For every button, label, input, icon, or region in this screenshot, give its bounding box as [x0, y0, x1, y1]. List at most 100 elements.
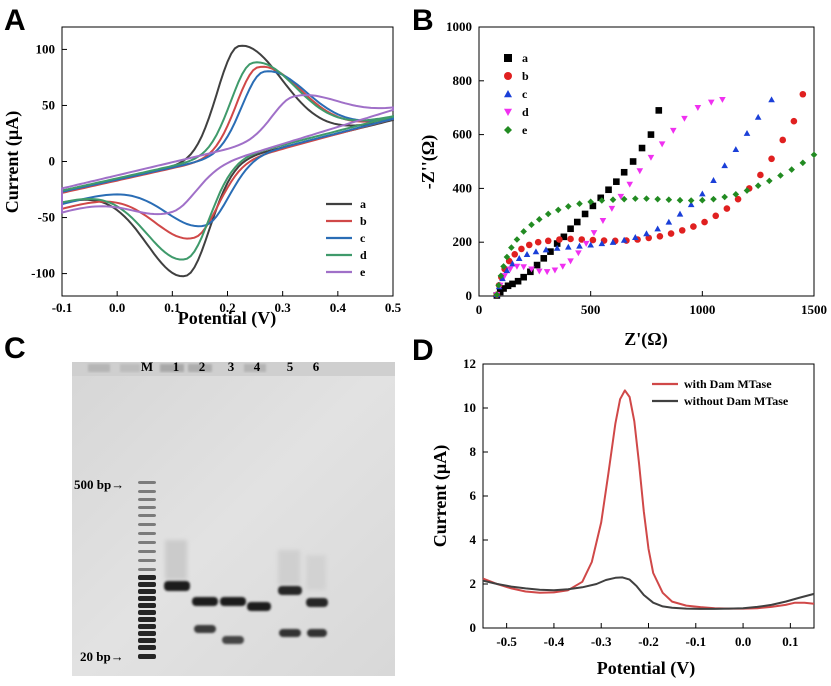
cv-legend-label-e: e [360, 265, 366, 279]
eis-point-c [499, 275, 506, 282]
cv-x-tick-label: 0.5 [385, 300, 402, 315]
gel-lane-label-1: 1 [173, 359, 180, 374]
eis-point-c [565, 243, 572, 250]
gel-lane-label-3: 3 [228, 359, 235, 374]
eis-point-d [599, 218, 607, 224]
eis-point-c [743, 129, 751, 136]
eis-point-a [647, 131, 655, 138]
dpv-y-tick-label: 8 [470, 444, 477, 459]
cv-x-tick-label: -0.1 [52, 300, 73, 315]
eis-point-e [654, 195, 661, 203]
gel-band-lane2-lower [194, 625, 216, 633]
eis-points [493, 90, 818, 299]
eis-point-d [719, 96, 726, 103]
eis-point-d [520, 264, 527, 271]
eis-point-d [670, 127, 677, 134]
eis-plot-frame [478, 26, 815, 297]
eis-point-d [590, 230, 598, 237]
gel-ladder-band [138, 610, 156, 615]
eis-point-e [766, 177, 773, 185]
dpv-y-tick-label: 4 [470, 532, 477, 547]
eis-point-e [699, 196, 706, 204]
eis-point-e [643, 195, 650, 202]
dpv-y-tick-label: 6 [470, 488, 477, 503]
eis-point-a [597, 194, 605, 202]
eis-point-c [542, 246, 550, 253]
eis-point-c [665, 218, 673, 225]
eis-legend-label-d: d [522, 105, 529, 119]
gel-band-lane1 [164, 581, 190, 591]
gel-lane-labels: M 1 2 3 4 5 6 [141, 359, 320, 374]
gel-band-lane5-lower [279, 629, 301, 637]
eis-point-c [632, 234, 639, 240]
eis-point-e [799, 159, 807, 167]
eis-point-e [632, 195, 639, 202]
eis-point-b [799, 90, 807, 98]
eis-ticks: 0 500 1000 1500 0 200 400 600 800 1000 [446, 19, 827, 317]
gel-ladder-band [138, 514, 156, 517]
gel-lane-label-2: 2 [199, 359, 206, 374]
eis-point-e [544, 210, 552, 218]
gel-band-lane5-upper [278, 586, 302, 595]
dpv-legend: with Dam MTase without Dam MTase [652, 377, 789, 408]
eis-point-e [520, 228, 527, 235]
eis-point-c [710, 177, 717, 183]
eis-point-b [645, 234, 653, 242]
eis-point-b [678, 227, 686, 234]
gel-ladder-band [138, 603, 156, 608]
cv-y-tick-label: 50 [42, 97, 55, 112]
eis-point-e [732, 191, 740, 198]
cv-chart: -0.1 0.0 0.1 0.2 0.3 0.4 0.5 -100 -50 0 50 100 abcd… [2, 26, 402, 329]
cv-x-tick-label: 0.4 [330, 300, 347, 315]
eis-point-e [620, 195, 628, 203]
eis-point-a [547, 248, 554, 255]
eis-point-a [581, 210, 589, 218]
eis-point-e [565, 203, 572, 210]
eis-point-b [667, 230, 675, 237]
gel-well-strip [72, 362, 395, 376]
eis-point-a [655, 107, 663, 114]
dpv-y-tick-label: 2 [470, 576, 477, 591]
gel-ladder-band [138, 506, 156, 509]
eis-legend-label-a: a [522, 51, 528, 65]
eis-legend-label-c: c [522, 87, 528, 101]
dpv-x-tick-label: -0.3 [591, 634, 612, 649]
cv-x-tick-label: 0.2 [219, 300, 235, 315]
eis-y-tick-label: 1000 [446, 19, 472, 34]
eis-point-e [493, 291, 501, 298]
eis-point-a [500, 285, 507, 292]
gel-lane-label-5: 5 [287, 359, 294, 374]
cv-curve-c [61, 70, 394, 228]
dpv-x-tick-label: -0.5 [496, 634, 517, 649]
eis-point-d [636, 168, 644, 175]
cv-legend-label-a: a [360, 197, 366, 211]
eis-point-b [723, 205, 731, 212]
dpv-chart: -0.5 -0.4 -0.3 -0.2 -0.1 0.0 0.1 0 2 4 6 8 10 12 with… [430, 356, 815, 679]
eis-point-a [605, 186, 612, 194]
eis-point-e [554, 206, 562, 214]
eis-point-b [712, 212, 720, 220]
eis-point-d [575, 250, 582, 257]
gel-ladder [138, 481, 156, 659]
eis-y-tick-label: 600 [453, 127, 473, 142]
panel-label-d: D [412, 334, 434, 367]
eis-point-e [598, 197, 606, 204]
eis-point-b [656, 232, 664, 240]
gel-lane-label-6: 6 [313, 359, 320, 374]
eis-legend-marker-c [504, 90, 512, 98]
eis-legend-label-e: e [522, 123, 528, 137]
eis-point-d [681, 115, 688, 122]
eis-point-e [788, 166, 795, 173]
cv-x-tick-label: 0.3 [275, 300, 292, 315]
eis-point-a [553, 240, 561, 247]
eis-point-b [690, 223, 697, 230]
dpv-ticks: -0.5 -0.4 -0.3 -0.2 -0.1 0.0 0.1 0 2 4 6 8 10 12 [463, 356, 798, 649]
eis-point-e [576, 200, 583, 208]
gel-smears [165, 540, 326, 590]
eis-legend-marker-a [504, 54, 512, 62]
cv-legend-label-c: c [360, 231, 366, 245]
eis-point-e [754, 182, 762, 190]
eis-point-c [654, 225, 661, 232]
eis-point-e [710, 195, 717, 203]
